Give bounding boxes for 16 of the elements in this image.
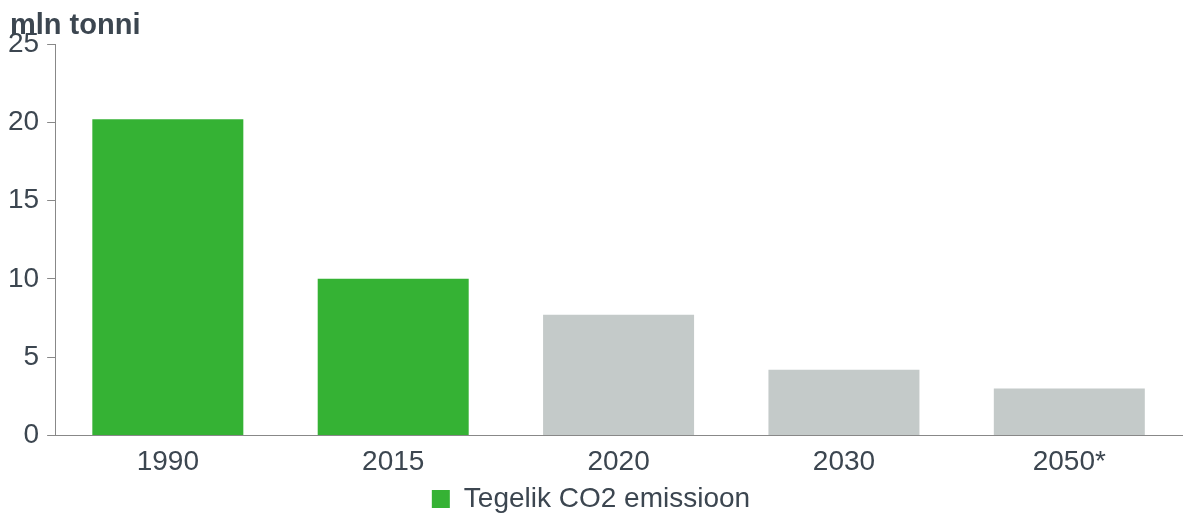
legend-label: Tegelik CO2 emissioon xyxy=(463,481,751,513)
x-tick-label: 2020 xyxy=(587,444,650,476)
x-tick-label: 2050* xyxy=(1032,444,1107,476)
y-tick-label: 5 xyxy=(23,339,40,371)
y-tick-label: 10 xyxy=(7,261,40,293)
x-tick-label: 2015 xyxy=(362,444,425,476)
bar xyxy=(993,388,1145,435)
x-tick-label: 2030 xyxy=(812,444,876,476)
y-tick-label: 15 xyxy=(7,183,40,215)
bar xyxy=(317,278,469,435)
bar xyxy=(92,119,244,435)
y-tick-label: 0 xyxy=(23,418,40,450)
bar xyxy=(543,314,695,435)
bar xyxy=(768,369,920,435)
x-tick-label: 1990 xyxy=(136,444,199,476)
y-tick-label: 20 xyxy=(7,105,40,136)
